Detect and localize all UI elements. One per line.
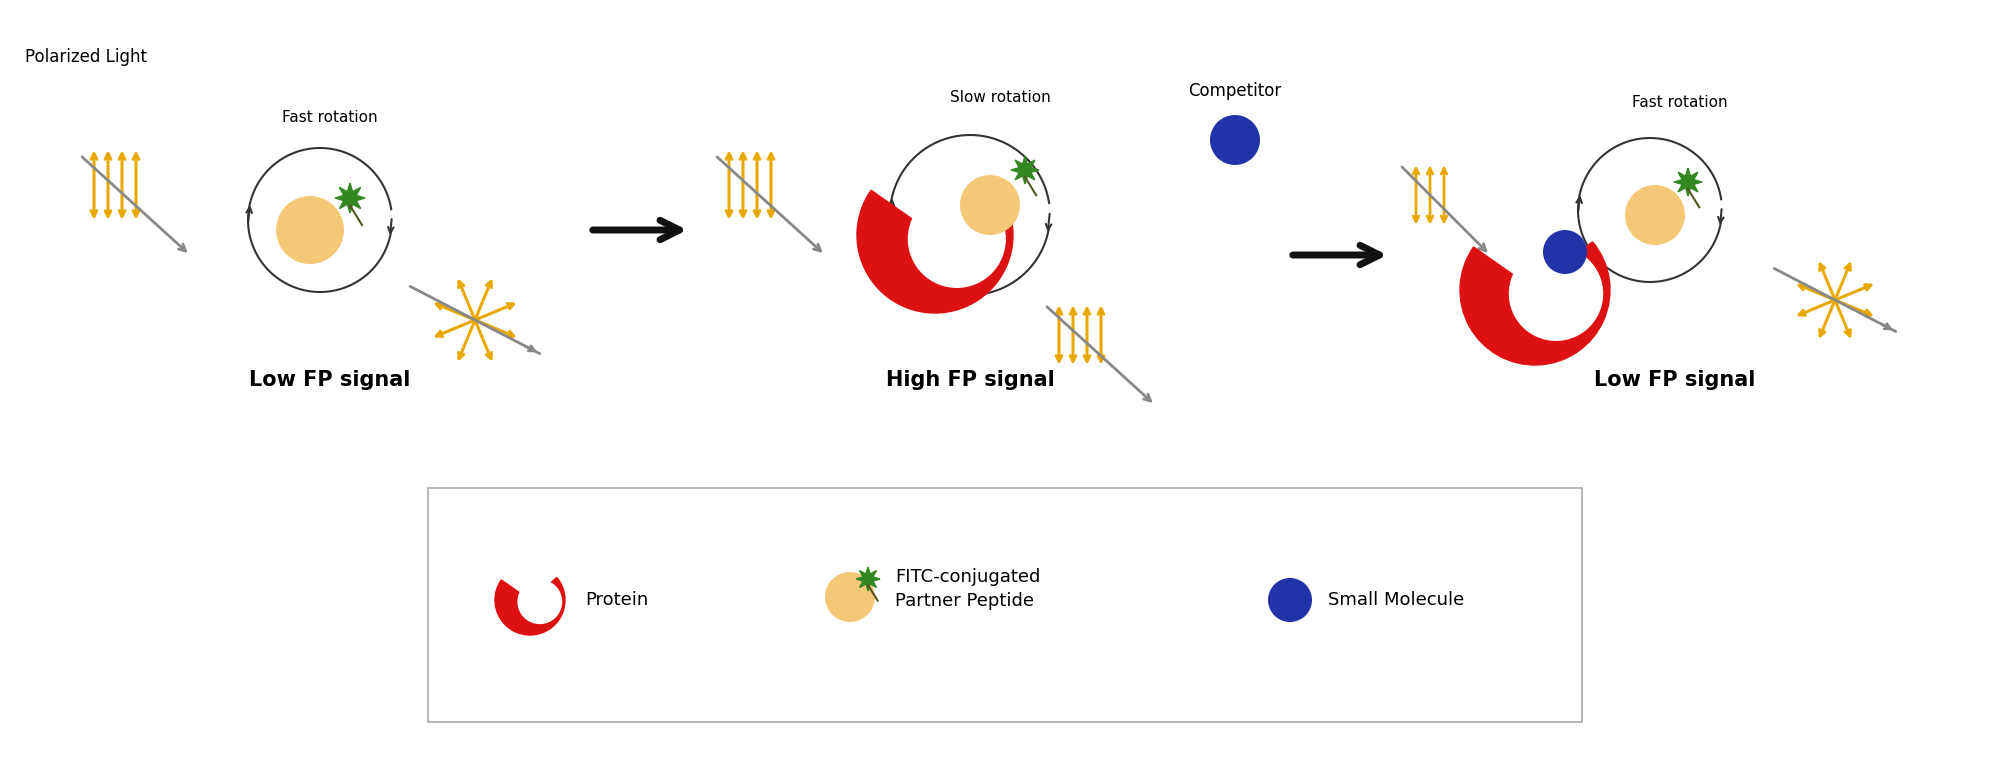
Text: Low FP signal: Low FP signal	[249, 370, 411, 390]
Circle shape	[275, 196, 343, 264]
Polygon shape	[855, 567, 879, 591]
Text: Fast rotation: Fast rotation	[1632, 95, 1726, 110]
Circle shape	[825, 572, 875, 622]
Text: FITC-conjugated
Partner Peptide: FITC-conjugated Partner Peptide	[895, 567, 1040, 611]
Circle shape	[518, 580, 562, 624]
Text: Low FP signal: Low FP signal	[1594, 370, 1754, 390]
Circle shape	[1684, 178, 1692, 186]
Text: Slow rotation: Slow rotation	[949, 90, 1050, 105]
Wedge shape	[857, 185, 1012, 313]
Wedge shape	[1459, 242, 1610, 365]
Circle shape	[863, 575, 871, 583]
Text: High FP signal: High FP signal	[885, 370, 1054, 390]
Polygon shape	[1674, 168, 1702, 196]
Wedge shape	[496, 578, 564, 635]
Circle shape	[959, 175, 1020, 235]
Circle shape	[1020, 166, 1030, 174]
Text: Protein: Protein	[584, 591, 648, 609]
Circle shape	[1266, 578, 1311, 622]
Circle shape	[1210, 115, 1258, 165]
Text: Competitor: Competitor	[1188, 82, 1280, 100]
Circle shape	[1624, 185, 1684, 245]
Circle shape	[345, 193, 355, 203]
Text: Polarized Light: Polarized Light	[24, 48, 147, 66]
Text: Small Molecule: Small Molecule	[1327, 591, 1463, 609]
Polygon shape	[1010, 156, 1038, 184]
FancyBboxPatch shape	[427, 488, 1582, 722]
Polygon shape	[335, 183, 365, 213]
Circle shape	[1541, 230, 1586, 274]
Text: Fast rotation: Fast rotation	[283, 110, 377, 125]
Circle shape	[907, 190, 1006, 287]
Circle shape	[1509, 247, 1602, 340]
